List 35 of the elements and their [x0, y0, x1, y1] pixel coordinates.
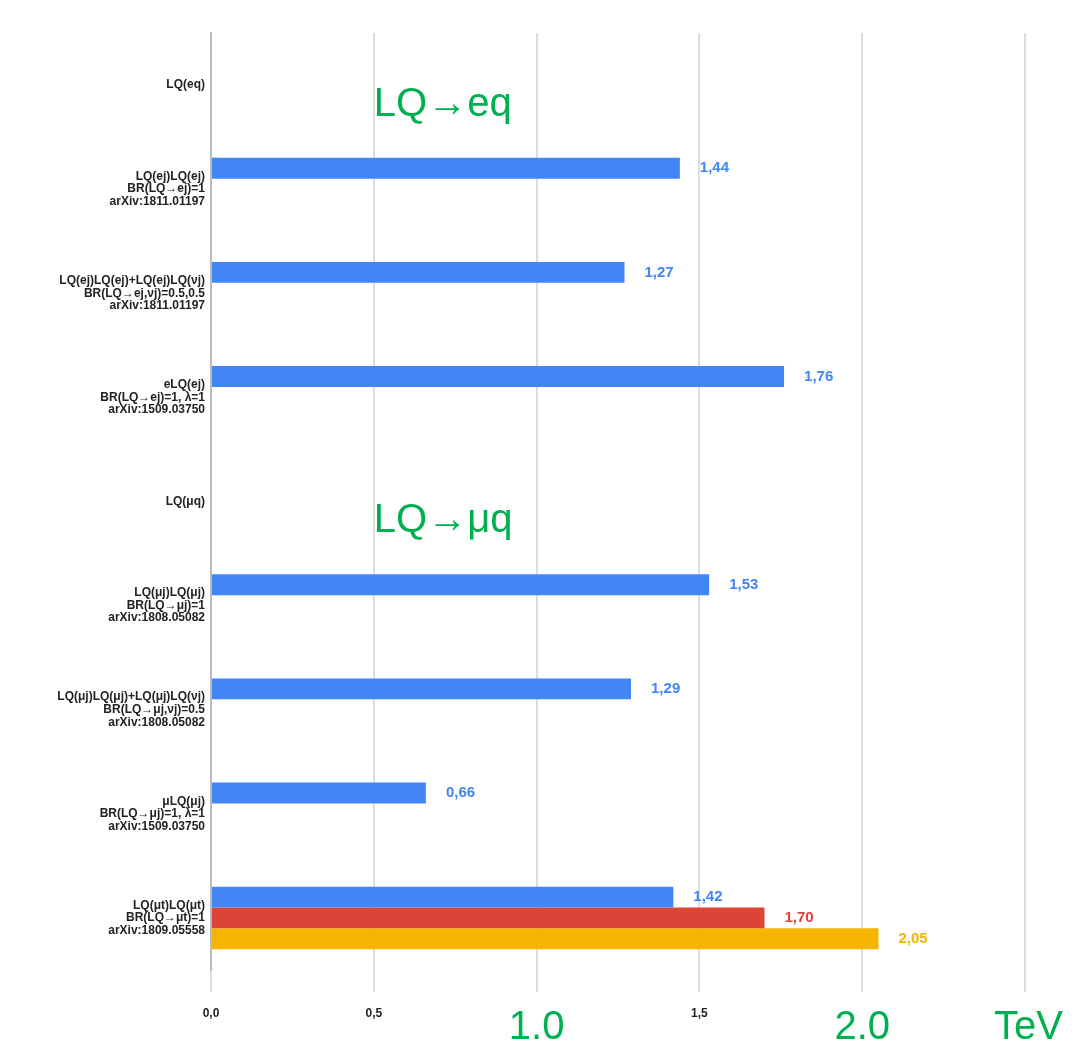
bar [212, 157, 680, 179]
y-tick-label: LQ(μq) [165, 493, 205, 508]
y-tick-label: LQ(ej)LQ(ej)+LQ(ej)LQ(νj) BR(LQ→ej,νj)=0.5,0.5 arXiv:1811.01197 [59, 272, 206, 313]
y-tick-label: eLQ(ej) BR(LQ→ej)=1, λ=1 arXiv:1509.03750 [100, 377, 206, 417]
x-tick-label: 0,0 [202, 1005, 220, 1020]
annotation: LQ→μq [373, 496, 513, 541]
x-tick-label: 1,5 [691, 1005, 709, 1020]
y-tick-label: LQ(ej)LQ(ej) BR(LQ→ej)=1 arXiv:1811.01197 [109, 168, 206, 208]
data-label: 1,53 [729, 574, 759, 592]
bar [212, 574, 710, 596]
bar [212, 928, 879, 950]
bar [212, 261, 625, 283]
bar [212, 678, 632, 700]
data-label: 1,29 [651, 679, 681, 697]
bar [212, 782, 426, 804]
bar [212, 907, 765, 929]
y-tick-label: LQ(μj)LQ(μj) BR(LQ→μj)=1 arXiv:1808.05082 [108, 585, 206, 625]
y-tick-label: LQ(eq) [166, 77, 205, 92]
x-axis-title: TeV [994, 1003, 1064, 1048]
data-label: 2,05 [898, 928, 928, 946]
bar [212, 366, 785, 387]
text: 1.0 [508, 1003, 565, 1048]
y-tick-label: μLQ(μj) BR(LQ→μj)=1, λ=1 arXiv:1509.03750 [99, 793, 206, 833]
x-tick-label: 0,5 [365, 1005, 383, 1020]
annotation: LQ→eq [373, 79, 512, 124]
data-label: 1,44 [699, 158, 730, 176]
data-label: 1,27 [644, 262, 674, 280]
data-label: 1,76 [804, 366, 834, 384]
y-tick-label: LQ(μt)LQ(μt) BR(LQ→μt)=1 arXiv:1809.05558 [108, 897, 206, 937]
data-label: 1,70 [784, 908, 814, 926]
data-label: 1,42 [693, 887, 723, 905]
y-tick-label: LQ(μj)LQ(μj)+LQ(μj)LQ(νj) BR(LQ→μj,νj)=0.5 arXiv:1808.05082 [57, 689, 206, 729]
data-label: 0,66 [445, 783, 476, 801]
bar [212, 886, 674, 908]
text: 2.0 [834, 1003, 890, 1048]
